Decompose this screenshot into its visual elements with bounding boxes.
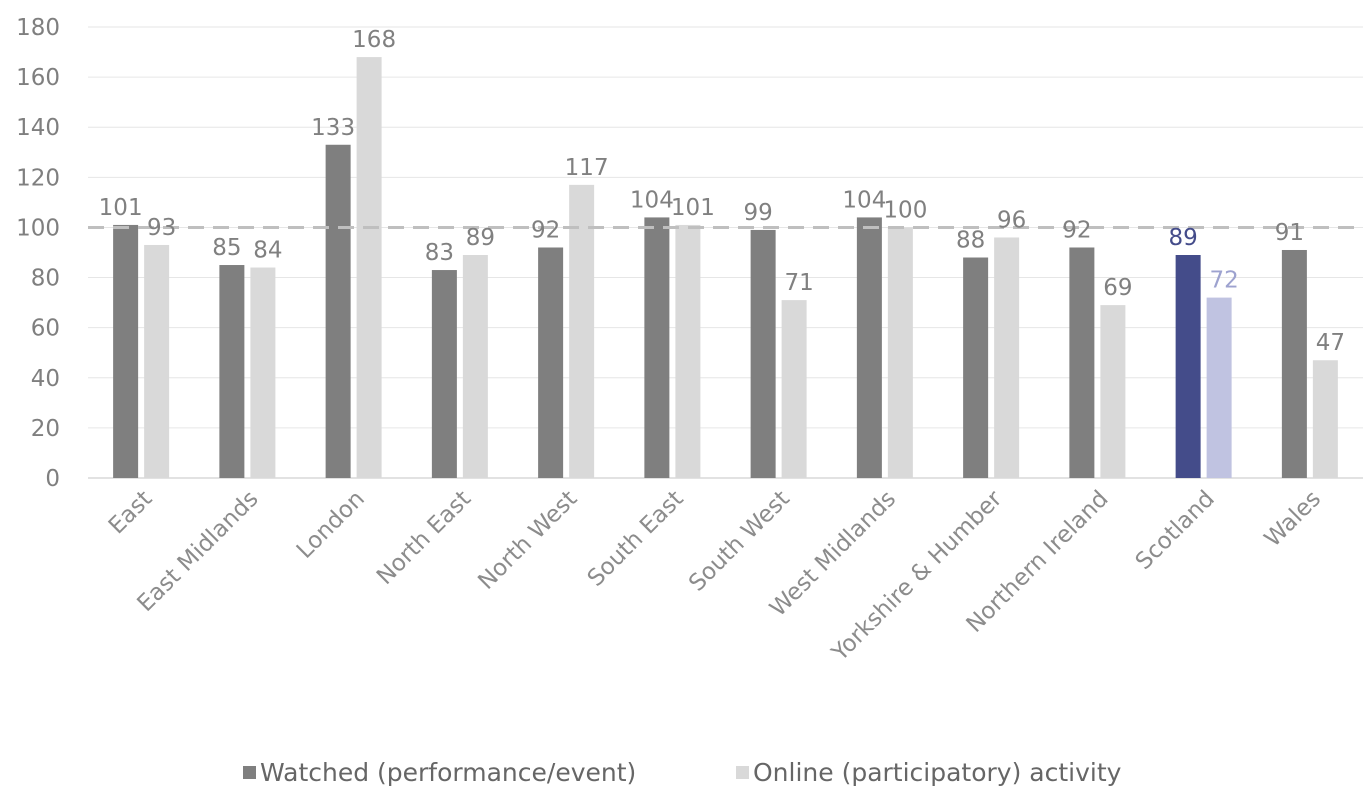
bar-online [675, 224, 701, 478]
bar-watched [325, 144, 351, 478]
x-category-label: North East [372, 486, 476, 590]
data-label: 92 [531, 217, 560, 243]
bar-watched [1175, 255, 1201, 478]
bar-online [356, 57, 382, 479]
x-category-label: East [104, 486, 157, 539]
bar-online [462, 255, 488, 478]
bars [113, 57, 1338, 479]
data-label: 101 [99, 195, 143, 221]
y-tick-label: 100 [16, 215, 60, 241]
y-tick-label: 180 [16, 15, 60, 41]
bar-watched [113, 224, 139, 478]
bar-online [1312, 360, 1338, 478]
bar-online [1100, 305, 1126, 478]
y-axis-tick-labels: 0 20 40 60 80 100 120 140 160 180 [16, 15, 60, 492]
legend-swatch [736, 766, 749, 779]
data-label: 168 [352, 27, 396, 53]
data-label: 133 [311, 115, 355, 141]
data-label: 104 [630, 187, 674, 213]
x-category-label: North West [473, 486, 582, 595]
data-label: 89 [1168, 225, 1197, 251]
bar-online [569, 184, 595, 478]
legend-label: Online (participatory) activity [753, 758, 1122, 787]
y-tick-label: 160 [16, 65, 60, 91]
x-category-label: South West [684, 486, 795, 597]
data-label: 84 [253, 238, 282, 264]
x-category-label: Scotland [1131, 486, 1220, 575]
y-tick-label: 60 [31, 316, 60, 342]
data-label: 47 [1316, 330, 1345, 356]
bar-watched [963, 257, 989, 478]
data-label: 93 [147, 215, 176, 241]
y-tick-label: 0 [45, 466, 60, 492]
bar-watched [1069, 247, 1095, 478]
data-label: 92 [1062, 217, 1091, 243]
data-label: 89 [466, 225, 495, 251]
data-label: 91 [1275, 220, 1304, 246]
bar-online [887, 227, 913, 478]
y-tick-label: 80 [31, 266, 60, 292]
y-tick-label: 40 [31, 366, 60, 392]
bar-watched [644, 217, 670, 478]
bar-online [144, 244, 170, 478]
legend: Watched (performance/event) Online (parti… [243, 758, 1122, 787]
bar-online [250, 267, 276, 478]
data-label: 100 [883, 197, 927, 223]
data-label: 69 [1103, 275, 1132, 301]
bar-online [781, 300, 807, 478]
data-label: 71 [784, 270, 813, 296]
data-label: 104 [842, 187, 886, 213]
x-category-label: London [292, 486, 370, 564]
y-tick-label: 140 [16, 115, 60, 141]
x-category-label: Yorkshire & Humber [826, 485, 1007, 666]
bar-watched [1281, 249, 1307, 478]
y-tick-label: 20 [31, 416, 60, 442]
y-tick-label: 120 [16, 165, 60, 191]
bar-watched [856, 217, 882, 478]
bar-watched [750, 229, 776, 478]
x-category-label: Wales [1260, 486, 1326, 552]
bar-online [994, 237, 1020, 478]
data-label: 117 [565, 155, 609, 181]
bar-watched [431, 270, 457, 478]
data-label: 88 [956, 228, 985, 254]
bar-watched [538, 247, 564, 478]
data-label: 96 [997, 207, 1026, 233]
data-label: 99 [743, 200, 772, 226]
bar-online [1206, 297, 1232, 478]
legend-label: Watched (performance/event) [260, 758, 636, 787]
data-label: 72 [1209, 268, 1238, 294]
x-category-label: South East [583, 486, 689, 592]
data-label: 85 [212, 235, 241, 261]
bar-watched [219, 265, 245, 478]
data-label: 83 [425, 240, 454, 266]
data-label: 101 [671, 195, 715, 221]
legend-swatch [243, 766, 256, 779]
